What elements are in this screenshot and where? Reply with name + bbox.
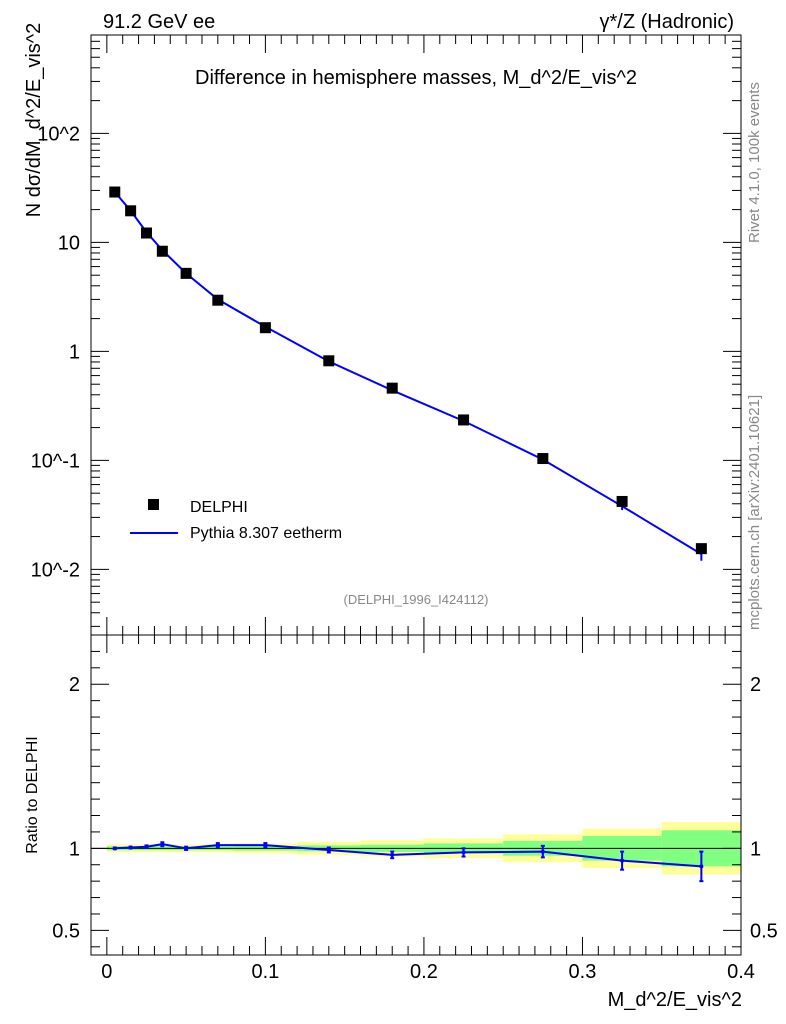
legend: DELPHI Pythia 8.307 eetherm (130, 499, 342, 542)
x-tick-labels: 0 0.1 0.2 0.3 0.4 (101, 961, 755, 983)
main-y-axis-label: N dσ/dM_d^2/E_vis^2 (23, 23, 45, 218)
x-axis-label-text: M_d^2/E_vis^2 (608, 989, 742, 1011)
ratio-panel: 0.5 0.5 1 1 2 2 Ratio to DELPHI 0 0.1 0.2 0.3 0.4… (24, 634, 778, 1011)
x-axis-label: M_d^2/E_vis^2 (608, 989, 742, 1011)
ratio-point (215, 843, 220, 848)
analysis-id: (DELPHI_1996_I424112) (343, 592, 488, 607)
y-tick-label: 10^2 (37, 123, 80, 145)
delphi-point (180, 267, 192, 279)
rivet-version-label: Rivet 4.1.0, 100k events (746, 82, 763, 243)
ratio-y-tick-label-left: 2 (69, 674, 80, 696)
delphi-point (212, 294, 224, 306)
y-tick-label: 10^-1 (31, 450, 80, 472)
ratio-series (112, 841, 704, 883)
delphi-point (386, 382, 398, 394)
y-tick-label: 10^-2 (31, 559, 80, 581)
ratio-point (326, 847, 331, 852)
delphi-point (125, 205, 137, 217)
delphi-point (616, 495, 628, 507)
ratio-y-tick-labels: 0.5 0.5 1 1 2 2 (52, 674, 778, 942)
ratio-point (144, 844, 149, 849)
ratio-axis-ticks (90, 635, 742, 955)
ratio-point (160, 842, 165, 847)
delphi-point (140, 227, 152, 239)
energy-label: 91.2 GeV ee (103, 11, 215, 33)
x-tick-label: 0.4 (727, 961, 755, 983)
ratio-point (184, 846, 189, 851)
legend-label-delphi: DELPHI (190, 499, 248, 516)
delphi-point (537, 453, 549, 465)
ratio-point (699, 864, 704, 869)
ratio-y-tick-label-right: 1 (750, 838, 761, 860)
delphi-point (259, 322, 271, 334)
ratio-point (263, 843, 268, 848)
x-tick-label: 0 (101, 961, 112, 983)
ratio-point (112, 846, 117, 851)
x-tick-label: 0.1 (251, 961, 279, 983)
ratio-y-tick-label-left: 1 (69, 838, 80, 860)
chart-title: Difference in hemisphere masses, M_d^2/E… (195, 67, 637, 89)
ratio-point (540, 849, 545, 854)
main-series (109, 186, 707, 561)
delphi-point (695, 543, 707, 555)
main-axis-ticks (90, 34, 742, 635)
x-tick-label: 0.2 (410, 961, 438, 983)
chart-title-text: Difference in hemisphere masses, M_d^2/E… (195, 67, 637, 89)
ratio-point (620, 858, 625, 863)
process-label: γ*/Z (Hadronic) (600, 11, 734, 33)
ratio-y-tick-label-left: 0.5 (52, 920, 80, 942)
ratio-frame (90, 634, 742, 956)
delphi-point (109, 186, 121, 198)
main-panel: 10^-2 10^-1 1 10 10^2 Difference in hemisphe… (23, 23, 742, 636)
main-frame (90, 34, 742, 636)
ratio-point (390, 852, 395, 857)
mcplots-source-label: mcplots.cern.ch [arXiv:2401.10621] (746, 394, 763, 630)
ratio-y-tick-label-right: 0.5 (750, 920, 778, 942)
legend-label-pythia: Pythia 8.307 eetherm (190, 525, 342, 542)
ratio-y-axis-label: Ratio to DELPHI (24, 736, 41, 853)
ratio-point (461, 850, 466, 855)
ratio-point (128, 845, 133, 850)
legend-marker-delphi (148, 499, 159, 510)
x-tick-label: 0.3 (569, 961, 597, 983)
ratio-y-tick-label-right: 2 (750, 674, 761, 696)
delphi-point (323, 355, 335, 367)
y-tick-label: 10 (58, 232, 80, 254)
delphi-point (156, 245, 168, 257)
y-tick-label: 1 (69, 341, 80, 363)
main-y-axis-label-text: N dσ/dM_d^2/E_vis^2 (23, 23, 45, 218)
delphi-point (458, 414, 470, 426)
main-y-tick-labels: 10^-2 10^-1 1 10 10^2 (31, 123, 80, 581)
